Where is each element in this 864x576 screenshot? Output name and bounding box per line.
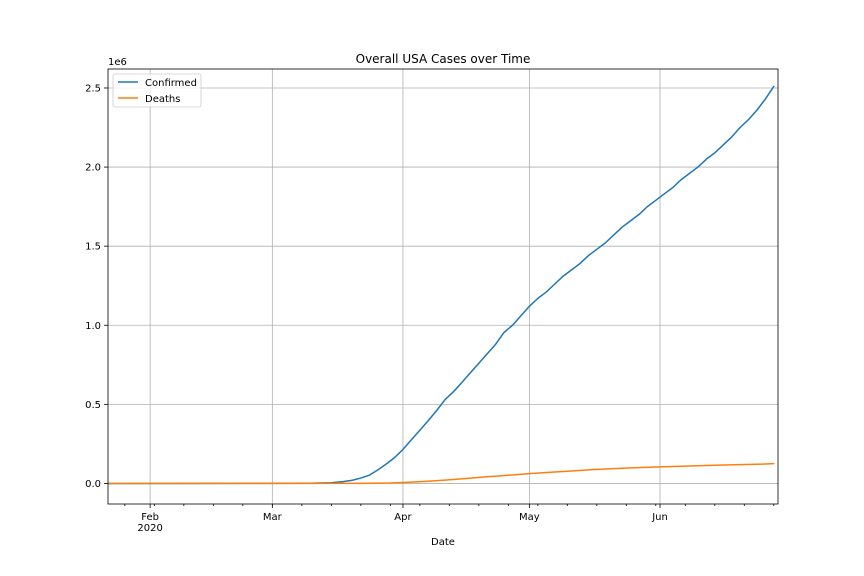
y-tick-label: 1.5 — [85, 242, 101, 253]
series-line-deaths — [107, 462, 775, 485]
x-tick-sublabel: 2020 — [137, 523, 162, 534]
y-tick-label: 2.0 — [85, 163, 101, 174]
legend-label-confirmed: Confirmed — [145, 78, 197, 89]
y-tick-label: 2.5 — [85, 83, 101, 94]
x-tick-label: Apr — [394, 512, 412, 523]
legend-label-deaths: Deaths — [145, 94, 180, 105]
series-lines — [107, 85, 775, 485]
x-tick-label: Jun — [651, 512, 668, 523]
y-axis-offset-label: 1e6 — [108, 57, 127, 68]
plot-area-frame — [107, 68, 779, 505]
grid-lines — [108, 69, 778, 504]
x-tick-label: Feb — [141, 512, 159, 523]
x-tick-label: Mar — [263, 512, 283, 523]
y-tick-label: 0.0 — [85, 479, 101, 490]
y-tick-label: 1.0 — [85, 321, 101, 332]
x-axis-label: Date — [431, 537, 455, 548]
y-tick-label: 0.5 — [85, 400, 101, 411]
series-line-confirmed — [107, 85, 775, 485]
chart-title: Overall USA Cases over Time — [356, 52, 531, 66]
x-tick-label: May — [519, 512, 540, 523]
legend: Confirmed Deaths — [112, 73, 202, 108]
